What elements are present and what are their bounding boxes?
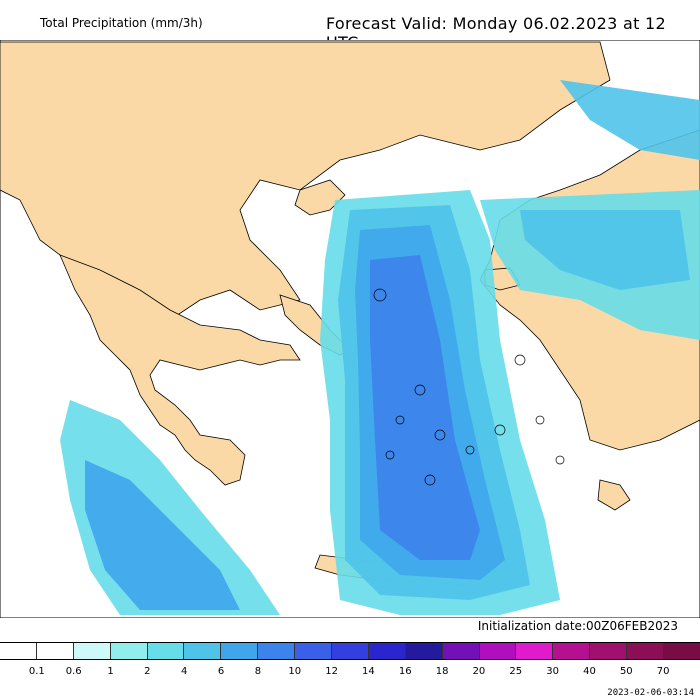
legend-swatch [552, 643, 590, 659]
legend-swatch [35, 643, 73, 659]
legend-swatch [478, 643, 516, 659]
legend-label: 30 [546, 666, 559, 677]
legend-swatch [589, 643, 627, 659]
legend-label: 20 [472, 666, 486, 677]
legend-swatch [441, 643, 479, 659]
color-scale-labels: 0.1 0.6 1 2 4 6 8 10 12 14 16 18 20 25 30 40 50 70 [0, 666, 700, 680]
legend-label: 0.6 [65, 666, 82, 677]
legend-label: 2 [144, 666, 151, 677]
precip-aegean-core [370, 255, 480, 560]
legend-swatch [331, 643, 368, 659]
legend-swatch [663, 643, 700, 659]
legend-swatch [72, 643, 110, 659]
legend-label: 25 [509, 666, 523, 677]
legend-swatch [294, 643, 332, 659]
legend-label: 18 [435, 666, 449, 677]
legend-label: 40 [583, 666, 596, 677]
initialization-date: Initialization date:00Z06FEB2023 [477, 619, 678, 633]
land-rhodes [597, 479, 631, 511]
legend-label: 70 [656, 666, 670, 677]
precip-ionian-heavy [85, 460, 240, 610]
islands [373, 288, 565, 486]
legend-swatch [0, 643, 36, 659]
legend-label: 50 [619, 666, 633, 677]
precipitation-map [0, 40, 700, 618]
legend-label: 1 [107, 666, 114, 677]
legend-swatch [183, 643, 221, 659]
legend-swatch [626, 643, 664, 659]
legend-swatch [367, 643, 405, 659]
precip-black-sea [560, 80, 700, 160]
legend-swatch [404, 643, 442, 659]
legend-swatch [220, 643, 258, 659]
precip-east-heavy [520, 210, 690, 290]
legend-swatch [515, 643, 553, 659]
legend-swatch [257, 643, 295, 659]
legend-label: 6 [217, 666, 225, 677]
chart-title: Total Precipitation (mm/3h) [40, 16, 203, 30]
timestamp: 2023-02-06-03:14 [607, 688, 694, 698]
legend-label: 0.1 [28, 666, 45, 677]
color-scale-bar [0, 642, 700, 660]
legend-swatch [109, 643, 147, 659]
legend-swatch [146, 643, 184, 659]
legend-label: 12 [325, 666, 338, 677]
legend-label: 8 [254, 666, 262, 677]
legend-label: 16 [398, 666, 412, 677]
legend-label: 4 [181, 666, 188, 677]
precipitation-fields [60, 80, 700, 615]
land-chalkidiki [294, 179, 346, 216]
legend-label: 14 [362, 666, 375, 677]
land-greece [59, 254, 301, 486]
legend-label: 10 [288, 666, 302, 677]
